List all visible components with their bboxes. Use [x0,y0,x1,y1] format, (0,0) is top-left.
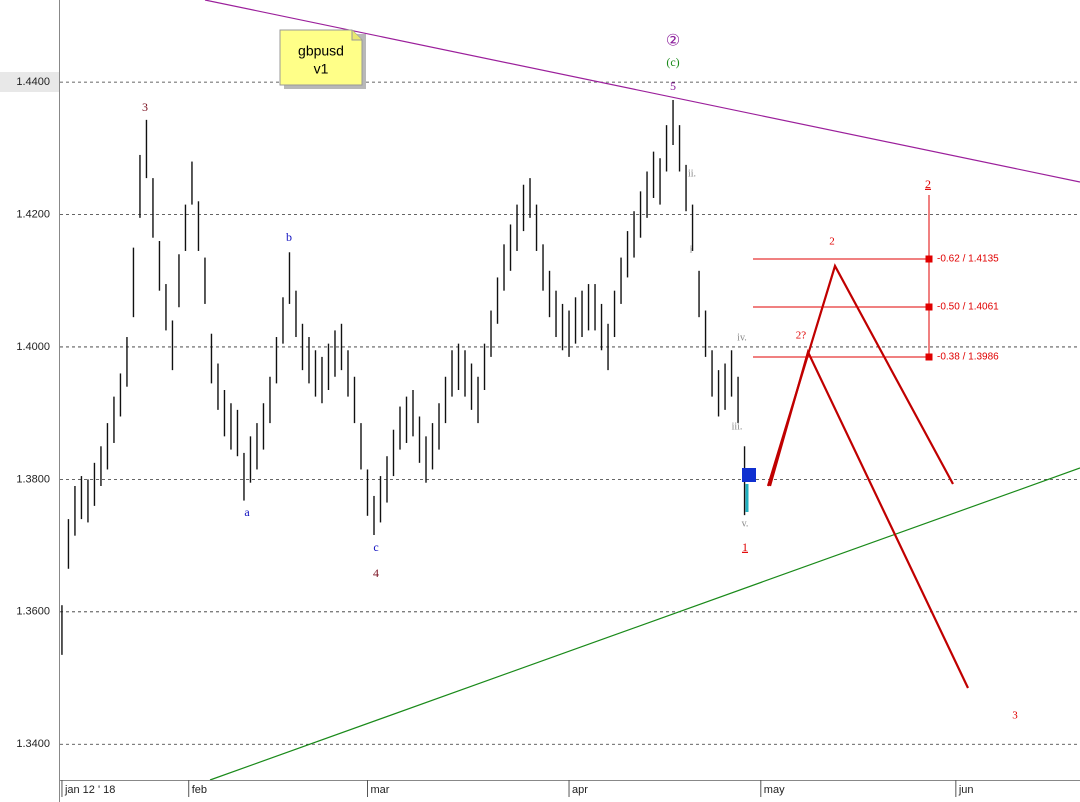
grid [60,81,1080,745]
wave-label: v. [742,518,749,529]
wave-label: iv. [737,332,747,343]
y-tick-label: 1.3600 [16,606,50,618]
y-tick-label: 1.4400 [16,76,50,88]
current-price-marker [742,468,756,482]
wave-label: 2 [829,236,835,248]
fib-marker [925,353,933,361]
note-body [279,29,363,86]
wave-label: b [286,230,292,244]
fib-label: -0.62 / 1.4135 [937,254,999,265]
y-axis-panel [0,0,59,802]
fib-label: -0.50 / 1.4061 [937,302,999,313]
wave-label: 2 [925,177,931,191]
fib-label: -0.38 / 1.3986 [937,352,999,363]
price-box [0,72,59,92]
wave-label: 3 [1012,710,1018,722]
wave-label: iii. [732,421,743,432]
support-trendline [209,467,1080,781]
sticky-note: gbpusd v1 [279,29,366,89]
axes: 1.3400 1.3600 1.3800 1.4000 1.4200 1.4400 jan … [16,76,974,797]
wave-label: 1 [742,540,748,554]
note-text: v1 [314,61,329,77]
wave-label: 4 [373,566,379,580]
x-tick-label: apr [572,784,588,796]
projection [766,263,969,689]
projection-path [768,348,969,689]
wave-label: i [690,244,693,255]
wave-label: 3 [142,100,148,114]
y-tick-label: 1.3800 [16,473,50,485]
x-tick-label: jan 12 ' 18 [64,784,115,796]
x-tick-label: feb [192,784,207,796]
wave-label: ii. [688,168,696,179]
wave-label: (c) [666,55,679,69]
wave-label: c [373,540,378,554]
fib-marker [925,303,933,311]
fib-levels [753,195,933,361]
wave-label: ② [666,33,680,50]
fib-marker [925,255,933,263]
y-tick-label: 1.3400 [16,738,50,750]
y-tick-label: 1.4200 [16,208,50,220]
note-fold [351,30,362,41]
note-text: gbpusd [298,43,344,59]
wave-label: 2? [796,330,807,342]
y-tick-label: 1.4000 [16,341,50,353]
x-tick-label: jun [958,784,974,796]
x-tick-label: may [764,784,785,796]
wave-label: 5 [670,79,676,93]
x-tick-label: mar [370,784,389,796]
wave-label: a [244,505,250,519]
price-bars [61,99,746,655]
